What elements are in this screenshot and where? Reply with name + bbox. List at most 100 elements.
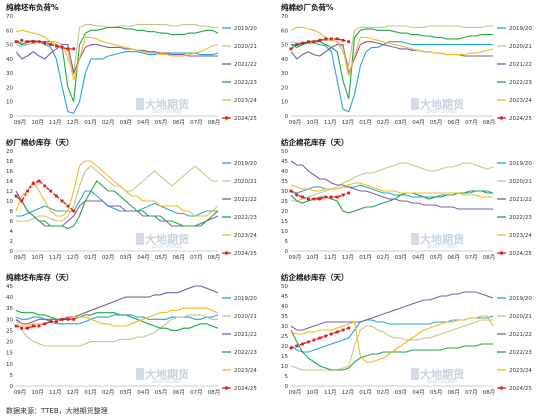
x-tick-label: 05月 bbox=[155, 119, 168, 126]
x-tick-label: 04月 bbox=[412, 119, 425, 126]
series-point bbox=[318, 336, 322, 340]
source-footer: 数据来源：TTEB，大地期货整理 bbox=[6, 407, 108, 415]
series-point bbox=[26, 40, 29, 44]
series-point bbox=[60, 317, 64, 321]
y-tick-label: 10 bbox=[6, 199, 13, 205]
legend-marker bbox=[225, 116, 228, 120]
x-tick-label: 02月 bbox=[377, 254, 390, 261]
legend-label: 2020/21 bbox=[234, 179, 257, 185]
series-line-2021-22 bbox=[15, 190, 219, 227]
series-line-2019-20 bbox=[15, 41, 219, 114]
legend-label: 2022/23 bbox=[234, 215, 257, 221]
y-tick-label: 15 bbox=[6, 351, 13, 357]
x-tick-label: 10月 bbox=[31, 254, 44, 261]
series-point bbox=[335, 195, 339, 199]
series-line-2019-20 bbox=[16, 190, 218, 217]
chart-title: 纺企棉纱库存（天） bbox=[281, 272, 349, 282]
x-tick-label: 08月 bbox=[483, 389, 496, 396]
x-tick-label: 04月 bbox=[412, 254, 425, 261]
y-tick-label: 20 bbox=[6, 340, 13, 346]
y-tick-label: 70 bbox=[6, 14, 13, 20]
legend-label: 2021/22 bbox=[234, 197, 257, 203]
series-point bbox=[55, 44, 58, 48]
x-tick-label: 08月 bbox=[483, 119, 496, 126]
x-tick-label: 01月 bbox=[84, 254, 97, 261]
x-tick-label: 02月 bbox=[377, 389, 390, 396]
watermark-logo bbox=[411, 368, 419, 380]
x-tick-label: 10月 bbox=[31, 119, 44, 126]
x-tick-label: 01月 bbox=[84, 119, 97, 126]
x-tick-label: 12月 bbox=[342, 254, 355, 261]
watermark-text: 大地期货 bbox=[145, 232, 189, 246]
x-tick-label: 03月 bbox=[395, 119, 408, 126]
series-point bbox=[306, 340, 310, 344]
series-point bbox=[20, 326, 24, 330]
series-point bbox=[324, 195, 328, 199]
legend-label: 2020/21 bbox=[234, 314, 257, 320]
series-point bbox=[43, 322, 47, 326]
series-point bbox=[43, 41, 47, 45]
series-line-2021-22 bbox=[15, 285, 219, 325]
series-line-2023-24 bbox=[15, 29, 219, 81]
y-tick-label: 0 bbox=[285, 114, 289, 120]
x-tick-label: 06月 bbox=[172, 389, 185, 396]
y-tick-label: 40 bbox=[281, 304, 288, 310]
series-line-2024-25 bbox=[15, 318, 74, 329]
legend-label: 2022/23 bbox=[234, 80, 257, 86]
series-point bbox=[20, 38, 24, 42]
y-tick-label: 10 bbox=[281, 364, 288, 370]
y-tick-label: 35 bbox=[281, 179, 288, 185]
series-point bbox=[330, 332, 333, 336]
y-tick-label: 16 bbox=[6, 169, 13, 175]
legend-label: 2022/23 bbox=[234, 350, 257, 356]
legend-label: 2022/23 bbox=[509, 80, 532, 86]
y-tick-label: 5 bbox=[285, 374, 289, 380]
y-tick-label: 35 bbox=[6, 306, 13, 312]
x-tick-label: 07月 bbox=[190, 119, 203, 126]
x-tick-label: 12月 bbox=[67, 254, 80, 261]
series-point bbox=[347, 326, 351, 330]
series-point bbox=[14, 40, 18, 44]
series-point bbox=[289, 189, 293, 193]
series-point bbox=[49, 320, 53, 323]
series-line-2020-21 bbox=[16, 165, 218, 222]
x-tick-label: 11月 bbox=[49, 389, 62, 396]
x-tick-label: 11月 bbox=[324, 254, 337, 261]
y-tick-label: 0 bbox=[10, 114, 14, 120]
legend-label: 2019/20 bbox=[509, 26, 532, 32]
legend-label: 2020/21 bbox=[509, 314, 532, 320]
y-tick-label: 40 bbox=[6, 295, 13, 301]
x-tick-label: 09月 bbox=[289, 254, 302, 261]
series-point bbox=[301, 41, 304, 45]
legend-label: 2024/25 bbox=[234, 251, 257, 257]
watermark-subtext: DADI FUTURES bbox=[427, 379, 457, 384]
series-line-2020-21 bbox=[15, 314, 218, 347]
series-point bbox=[14, 194, 18, 198]
x-tick-label: 02月 bbox=[102, 254, 115, 261]
series-point bbox=[324, 334, 328, 338]
series-line-2022-23 bbox=[290, 329, 493, 371]
watermark-subtext: DADI FUTURES bbox=[152, 109, 182, 114]
series-point bbox=[14, 324, 18, 328]
legend-label: 2020/21 bbox=[234, 44, 257, 50]
series-point bbox=[347, 40, 351, 44]
x-tick-label: 05月 bbox=[430, 254, 443, 261]
series-point bbox=[341, 328, 345, 332]
x-tick-label: 01月 bbox=[84, 389, 97, 396]
y-tick-label: 35 bbox=[281, 314, 288, 320]
series-point bbox=[60, 46, 64, 49]
series-point bbox=[341, 38, 345, 42]
y-tick-label: 8 bbox=[10, 209, 14, 215]
y-tick-label: 6 bbox=[10, 219, 14, 225]
legend-marker bbox=[225, 251, 228, 255]
y-tick-label: 15 bbox=[281, 354, 288, 360]
series-point bbox=[301, 195, 304, 199]
legend-label: 2023/24 bbox=[234, 368, 257, 374]
watermark-text: 大地期货 bbox=[420, 97, 464, 111]
x-tick-label: 06月 bbox=[447, 254, 460, 261]
y-tick-label: 0 bbox=[10, 249, 14, 255]
y-tick-label: 60 bbox=[6, 28, 13, 34]
series-point bbox=[335, 330, 339, 334]
